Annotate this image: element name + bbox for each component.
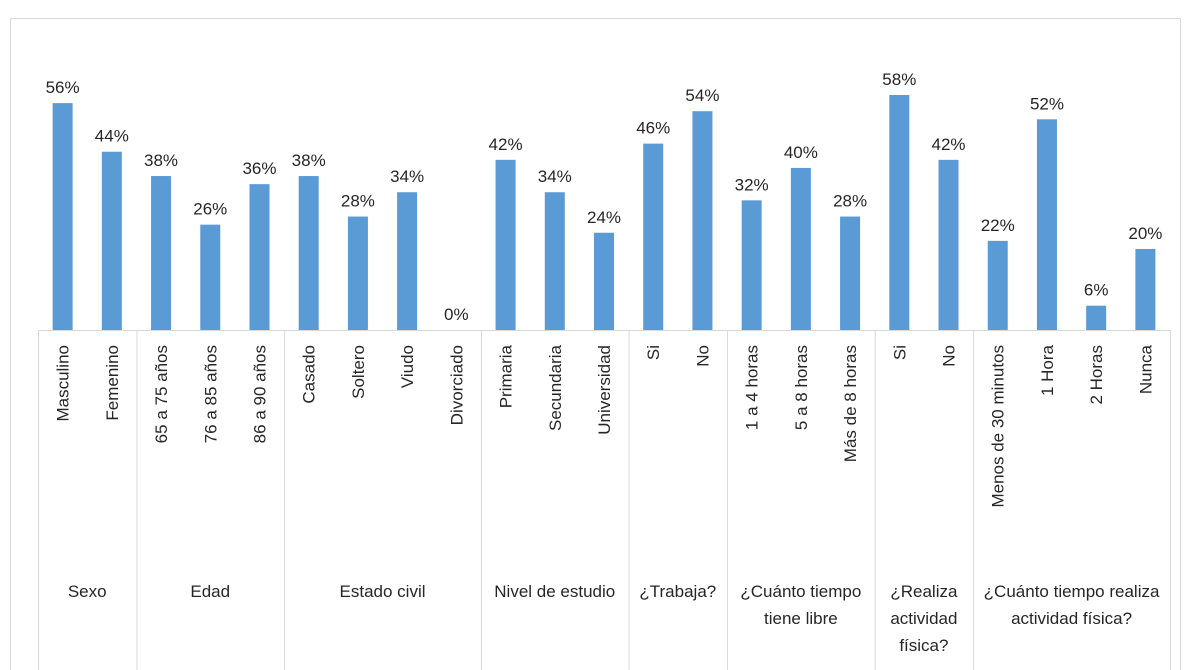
group-label: Estado civil — [339, 582, 426, 601]
value-label: 38% — [292, 151, 326, 170]
bar — [643, 143, 664, 330]
bar — [249, 184, 270, 330]
group-label: ¿Realiza actividad física? — [890, 582, 958, 655]
bar — [987, 240, 1008, 330]
bar — [298, 176, 319, 330]
bar — [52, 103, 73, 330]
x-tick-label: Soltero — [349, 345, 368, 399]
bar — [594, 232, 614, 330]
value-label: 46% — [636, 119, 670, 138]
x-tick-label: 76 a 85 años — [201, 345, 220, 443]
x-tick-label: Femenino — [103, 345, 122, 421]
value-label: 42% — [932, 135, 966, 154]
x-tick-label: Si — [890, 345, 909, 360]
value-label: 40% — [784, 143, 818, 162]
value-label: 6% — [1084, 281, 1109, 300]
x-tick-label: 86 a 90 años — [250, 345, 269, 443]
x-tick-label: Divorciado — [447, 345, 466, 425]
value-label: 20% — [1128, 224, 1162, 243]
value-label: 54% — [685, 86, 719, 105]
x-tick-label: 2 Horas — [1087, 345, 1106, 405]
value-label: 28% — [833, 192, 867, 211]
value-label: 0% — [444, 305, 469, 324]
group-label: Edad — [190, 582, 231, 601]
x-tick-label: Si — [644, 345, 663, 360]
x-tick-label: Menos de 30 minutos — [989, 345, 1008, 508]
group-label: Nivel de estudio — [494, 582, 616, 601]
x-tick-label: 5 a 8 horas — [792, 345, 811, 430]
group-label: Sexo — [67, 582, 107, 601]
value-label: 26% — [193, 200, 227, 219]
bar — [151, 176, 172, 330]
value-label: 24% — [587, 208, 621, 227]
value-label: 42% — [489, 135, 523, 154]
bar — [347, 216, 368, 330]
group-label: ¿Trabaja? — [639, 582, 717, 601]
bar — [200, 224, 221, 330]
x-tick-label: Secundaria — [546, 344, 565, 431]
value-label: 36% — [242, 159, 276, 178]
x-tick-label: Viudo — [398, 345, 417, 388]
bar — [1036, 119, 1057, 330]
bar — [397, 192, 418, 330]
x-tick-label: Más de 8 horas — [841, 345, 860, 462]
bar — [1086, 305, 1107, 330]
x-tick-label: Masculino — [54, 345, 73, 422]
group-label: ¿Cuánto tiempo tiene libre — [740, 582, 862, 628]
bar — [938, 159, 959, 330]
x-tick-label: Universidad — [595, 345, 614, 435]
value-label: 34% — [538, 167, 572, 186]
bar — [741, 200, 762, 330]
bar — [790, 167, 811, 330]
chart-frame — [10, 18, 1181, 670]
bar — [889, 95, 910, 330]
x-tick-label: 65 a 75 años — [152, 345, 171, 443]
x-tick-label: Primaria — [497, 344, 516, 408]
bar — [544, 192, 565, 330]
value-label: 32% — [735, 175, 769, 194]
bar — [1135, 248, 1156, 330]
x-tick-label: 1 Hora — [1038, 344, 1057, 396]
group-label: ¿Cuánto tiempo realiza actividad física? — [983, 582, 1160, 628]
value-label: 44% — [95, 127, 129, 146]
value-label: 58% — [882, 70, 916, 89]
x-tick-label: 1 a 4 horas — [743, 345, 762, 430]
value-label: 28% — [341, 192, 375, 211]
value-label: 52% — [1030, 94, 1064, 113]
x-tick-label: No — [693, 345, 712, 367]
bar — [840, 216, 861, 330]
x-tick-label: Casado — [300, 345, 319, 404]
x-tick-label: No — [940, 345, 959, 367]
value-label: 38% — [144, 151, 178, 170]
value-label: 34% — [390, 167, 424, 186]
bar — [692, 111, 713, 330]
bar — [101, 151, 122, 330]
bar — [495, 159, 516, 330]
value-label: 22% — [981, 216, 1015, 235]
value-label: 56% — [46, 78, 80, 97]
x-tick-label: Nunca — [1136, 344, 1155, 394]
